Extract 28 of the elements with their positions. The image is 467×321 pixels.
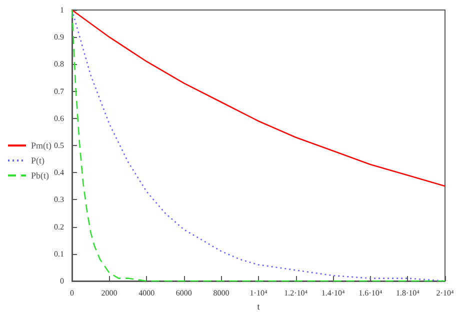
y-tick-label: 0.7 bbox=[54, 86, 64, 96]
legend-label: Pb(t) bbox=[31, 170, 50, 180]
y-tick-label: 0.4 bbox=[54, 168, 64, 178]
x-tick-label: 1.6·10⁴ bbox=[358, 288, 382, 298]
y-tick-label: 0.6 bbox=[54, 114, 64, 123]
legend-label: P(t) bbox=[31, 156, 45, 166]
x-tick-label: 2·10⁴ bbox=[436, 288, 454, 298]
x-tick-label: 1.2·10⁴ bbox=[284, 288, 308, 298]
x-tick-label: 0 bbox=[70, 288, 74, 298]
y-tick-label: 0.2 bbox=[54, 222, 64, 232]
x-axis-title: t bbox=[257, 301, 260, 312]
y-tick-label: 1 bbox=[60, 6, 64, 14]
line-series bbox=[71, 9, 446, 282]
line-series bbox=[71, 9, 446, 187]
y-tick-label: 0.8 bbox=[54, 60, 64, 69]
legend-label: Pm(t) bbox=[31, 140, 52, 150]
y-tick-label: 0.1 bbox=[54, 249, 64, 258]
y-tick-label: 0.3 bbox=[54, 195, 64, 204]
x-tick-label: 8000 bbox=[213, 288, 230, 298]
x-tick-label: 1.4·10⁴ bbox=[321, 288, 346, 298]
y-tick-label: 0.9 bbox=[54, 32, 64, 42]
x-tick-label: 4000 bbox=[138, 288, 155, 298]
x-tick-label: 6000 bbox=[176, 288, 192, 298]
x-tick-label: 2000 bbox=[101, 288, 118, 298]
y-tick-label: 0 bbox=[60, 276, 64, 286]
y-tick-label: 0.5 bbox=[54, 141, 64, 150]
x-tick-label: 1·10⁴ bbox=[250, 288, 268, 298]
x-tick-label: 1.8·10⁴ bbox=[396, 288, 420, 298]
